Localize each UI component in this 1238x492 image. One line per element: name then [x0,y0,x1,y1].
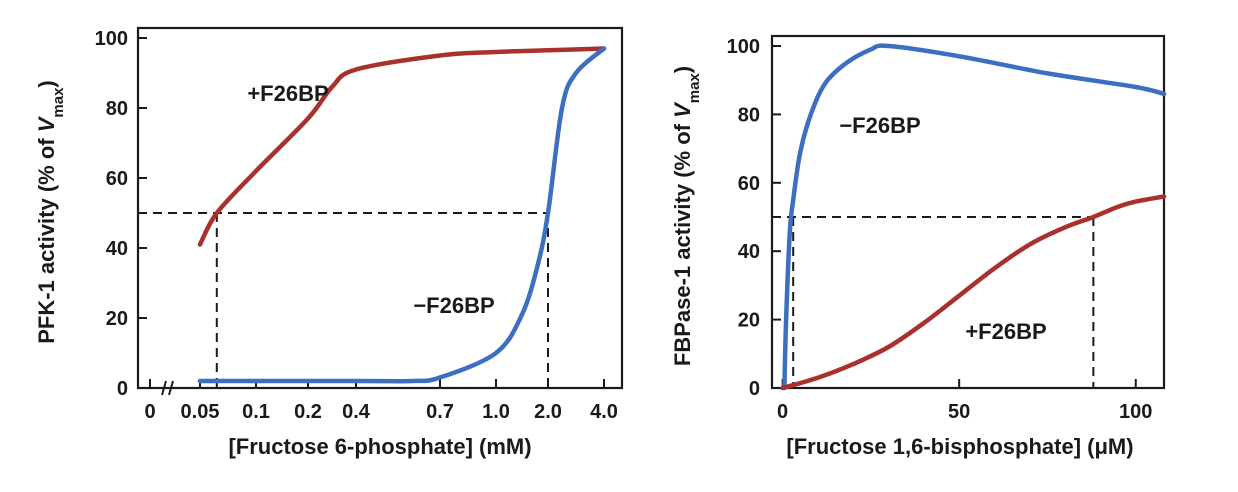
x-tick-label: 100 [1119,401,1152,423]
pfk1-chart: 0 20 40 60 80 100 0 0.05 0.1 0.2 0.4 0.7 1.0 2.0 4.0 +F… [34,26,624,459]
y-tick-label: 40 [106,238,128,260]
minus-f26bp-curve [782,43,1167,391]
plot-frame [770,34,1166,390]
axis-break-mark [168,380,174,396]
x-tick-label: 4.0 [590,401,618,423]
y-tick-label: 60 [106,168,128,190]
x-tick-label: 0.05 [181,401,220,423]
y-tick-label: 100 [727,36,760,58]
y-tick-label: 80 [106,98,128,120]
y-tick-label: 40 [738,241,760,263]
axis-break-mark [161,380,167,396]
plot-frame [136,26,624,390]
x-axis-title: [Fructose 1,6-bisphosphate] (μM) [786,434,1133,459]
series-label-plus-f26bp: +F26BP [965,319,1046,344]
y-tick-label: 0 [117,378,128,400]
y-axis-title: FBPase-1 activity (% of Vmax) [670,66,703,366]
series-label-minus-f26bp: −F26BP [413,293,494,318]
x-axis-title: [Fructose 6-phosphate] (mM) [228,434,531,459]
minus-f26bp-curve [197,46,607,384]
x-tick-label: 1.0 [482,401,510,423]
plus-f26bp-curve [197,46,607,247]
x-tick-label: 0.4 [342,401,371,423]
series-label-minus-f26bp: −F26BP [839,113,920,138]
series-label-plus-f26bp: +F26BP [247,81,328,106]
x-tick-label: 50 [948,401,970,423]
y-tick-label: 100 [95,28,128,50]
fbpase1-chart: 0 20 40 60 80 100 0 50 100 −F26BP +F26BP [Fructose … [670,34,1167,459]
y-tick-label: 0 [749,378,760,400]
x-tick-label: 2.0 [534,401,562,423]
y-tick-label: 60 [738,173,760,195]
x-tick-label: 0 [777,401,788,423]
y-tick-label: 20 [738,310,760,332]
x-tick-label: 0.2 [294,401,322,423]
x-tick-label: 0.7 [426,401,454,423]
y-axis-title: PFK-1 activity (% of Vmax) [34,80,67,344]
y-tick-label: 80 [738,104,760,126]
plus-f26bp-curve [780,194,1167,391]
y-tick-label: 20 [106,308,128,330]
x-tick-label: 0 [144,401,155,423]
x-tick-label: 0.1 [242,401,270,423]
